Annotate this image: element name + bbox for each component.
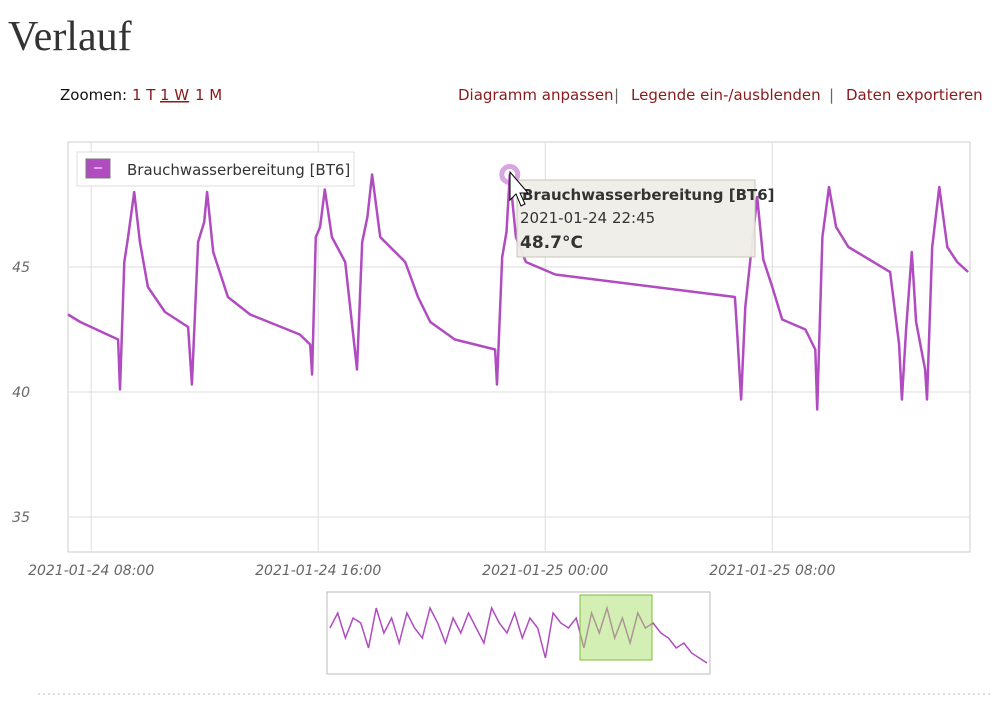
y-tick-label: 40 xyxy=(12,385,30,401)
x-tick-label: 2021-01-24 16:00 xyxy=(255,563,381,579)
y-tick-label: 35 xyxy=(12,510,30,526)
x-tick-label: 2021-01-25 08:00 xyxy=(709,563,835,579)
x-tick-label: 2021-01-24 08:00 xyxy=(28,563,154,579)
separator: | xyxy=(614,86,619,104)
tooltip-time: 2021-01-24 22:45 xyxy=(520,209,655,227)
zoom-option[interactable]: 1 T xyxy=(132,86,156,104)
legend xyxy=(76,151,355,187)
cursor xyxy=(509,170,530,207)
zoom-label: Zoomen: xyxy=(60,86,127,104)
zoom-option[interactable]: 1 M xyxy=(195,86,222,104)
legend-label[interactable]: Brauchwasserbereitung [BT6] xyxy=(127,161,350,179)
action-link[interactable]: Diagramm anpassen xyxy=(458,86,614,104)
navigator-selection[interactable] xyxy=(579,594,653,661)
separator: | xyxy=(829,86,834,104)
plot-frame xyxy=(67,141,971,553)
y-tick-label: 45 xyxy=(12,260,30,276)
action-link[interactable]: Legende ein-/ausblenden xyxy=(631,86,821,104)
tooltip-value: 48.7°C xyxy=(520,233,583,253)
page-title: Verlauf xyxy=(8,14,132,60)
tooltip-title: Brauchwasserbereitung [BT6] xyxy=(522,186,775,204)
series-line xyxy=(67,173,969,411)
tooltip xyxy=(516,179,756,258)
action-link[interactable]: Daten exportieren xyxy=(846,86,983,104)
x-tick-label: 2021-01-25 00:00 xyxy=(482,563,608,579)
zoom-option[interactable]: 1 W xyxy=(160,86,189,104)
